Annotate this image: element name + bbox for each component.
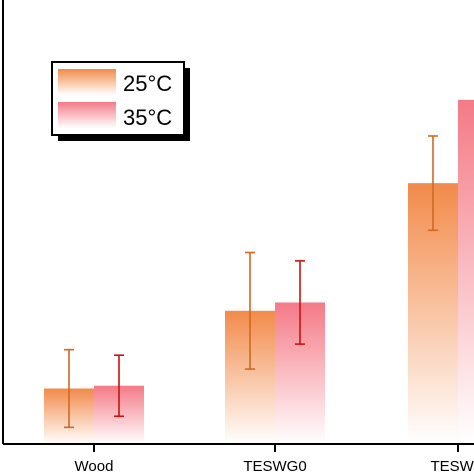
- bar-series1-2: [458, 99, 474, 445]
- plot-area: [44, 99, 474, 445]
- legend-label-35c: 35°C: [123, 105, 172, 130]
- legend-swatch-25c: [58, 69, 116, 95]
- legend-label-25c: 25°C: [123, 71, 172, 96]
- x-tick-label-1: TESWG0: [243, 458, 306, 474]
- x-ticks: Wood TESWG0 TESWG: [75, 444, 474, 474]
- error-bars: [64, 135, 438, 429]
- x-tick-label-2: TESWG: [431, 458, 474, 474]
- legend-swatch-35c: [58, 102, 116, 128]
- legend: 25°C 35°C: [51, 61, 190, 141]
- x-tick-label-0: Wood: [75, 458, 114, 474]
